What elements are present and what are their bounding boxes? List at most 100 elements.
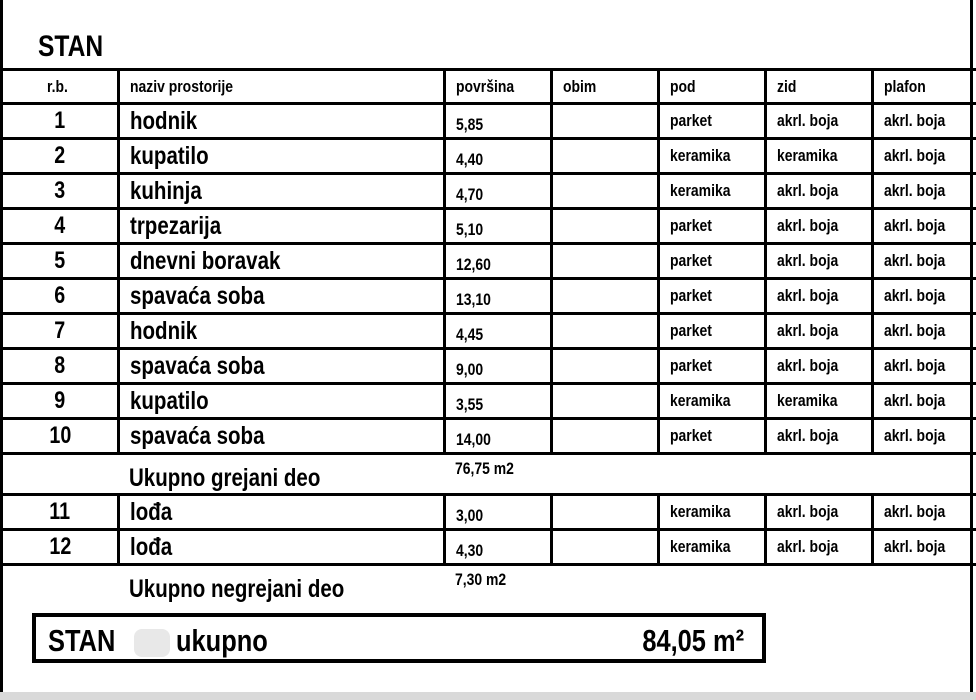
room-floor: parket — [657, 242, 767, 280]
subtotal-row: Ukupno grejani deo 76,75 m2 — [0, 452, 976, 496]
room-ceiling: akrl. boja — [871, 277, 976, 315]
row-number: 3 — [0, 172, 120, 210]
room-floor: keramika — [657, 382, 767, 420]
room-ceiling: akrl. boja — [871, 242, 976, 280]
table-row: 8 spavaća soba 9,00 parket akrl. boja akrl. b… — [0, 347, 976, 385]
table-row: 1 hodnik 5,85 parket akrl. boja akrl. boja — [0, 102, 976, 140]
row-number: 8 — [0, 347, 120, 385]
table-row: 9 kupatilo 3,55 keramika keramika akrl. boja — [0, 382, 976, 420]
redacted-mark — [134, 629, 170, 657]
room-ceiling: akrl. boja — [871, 493, 976, 531]
room-name: trpezarija — [117, 207, 446, 245]
room-wall: keramika — [764, 382, 874, 420]
room-name: lođa — [117, 493, 446, 531]
room-perimeter — [550, 137, 660, 175]
room-ceiling: akrl. boja — [871, 102, 976, 140]
room-name: kupatilo — [117, 382, 446, 420]
room-ceiling: akrl. boja — [871, 207, 976, 245]
table-row: 2 kupatilo 4,40 keramika keramika akrl. boja — [0, 137, 976, 175]
room-wall: akrl. boja — [764, 242, 874, 280]
room-floor: keramika — [657, 172, 767, 210]
subtotal-value: 7,30 m2 — [444, 563, 552, 604]
room-wall: akrl. boja — [764, 172, 874, 210]
room-floor: parket — [657, 347, 767, 385]
room-area: 4,45 — [443, 312, 553, 350]
room-perimeter — [550, 242, 660, 280]
room-floor: parket — [657, 312, 767, 350]
grand-total-suffix: ukupno — [176, 623, 268, 658]
room-ceiling: akrl. boja — [871, 137, 976, 175]
room-area: 3,55 — [443, 382, 553, 420]
table-header-row: r.b. naziv prostorije površina obim pod … — [0, 68, 976, 105]
table-row: 5 dnevni boravak 12,60 parket akrl. boja akrl… — [0, 242, 976, 280]
row-number: 7 — [0, 312, 120, 350]
room-area: 14,00 — [443, 417, 553, 455]
room-floor: keramika — [657, 493, 767, 531]
subtotal-label: Ukupno grejani deo — [118, 452, 445, 496]
grand-total-value: 84,05 m² — [642, 623, 744, 658]
room-wall: akrl. boja — [764, 417, 874, 455]
room-floor: keramika — [657, 528, 767, 566]
header-wall: zid — [764, 68, 874, 105]
row-number: 4 — [0, 207, 120, 245]
room-wall: akrl. boja — [764, 277, 874, 315]
room-name: spavaća soba — [117, 277, 446, 315]
room-name: hodnik — [117, 102, 446, 140]
subtotal-spacer — [872, 563, 976, 604]
room-ceiling: akrl. boja — [871, 382, 976, 420]
header-ceiling: plafon — [871, 68, 976, 105]
room-area: 13,10 — [443, 277, 553, 315]
room-perimeter — [550, 528, 660, 566]
room-wall: akrl. boja — [764, 207, 874, 245]
room-ceiling: akrl. boja — [871, 312, 976, 350]
header-area: površina — [443, 68, 553, 105]
room-perimeter — [550, 382, 660, 420]
row-number: 12 — [0, 528, 120, 566]
room-floor: parket — [657, 102, 767, 140]
room-ceiling: akrl. boja — [871, 417, 976, 455]
room-area: 4,40 — [443, 137, 553, 175]
room-name: kuhinja — [117, 172, 446, 210]
room-name: hodnik — [117, 312, 446, 350]
grand-total-label: STAN — [48, 623, 116, 658]
room-wall: akrl. boja — [764, 528, 874, 566]
room-ceiling: akrl. boja — [871, 528, 976, 566]
room-area: 12,60 — [443, 242, 553, 280]
room-name: kupatilo — [117, 137, 446, 175]
room-floor: parket — [657, 417, 767, 455]
rooms-table: r.b. naziv prostorije površina obim pod … — [0, 68, 976, 604]
table-row: 7 hodnik 4,45 parket akrl. boja akrl. boja — [0, 312, 976, 350]
room-area: 4,30 — [443, 528, 553, 566]
room-wall: keramika — [764, 137, 874, 175]
row-number: 9 — [0, 382, 120, 420]
room-perimeter — [550, 312, 660, 350]
room-perimeter — [550, 207, 660, 245]
room-wall: akrl. boja — [764, 102, 874, 140]
subtotal-spacer — [0, 452, 119, 496]
subtotal-spacer — [0, 563, 119, 604]
subtotal-spacer — [658, 563, 766, 604]
table-row: 12 lođa 4,30 keramika akrl. boja akrl. boja — [0, 528, 976, 566]
row-number: 6 — [0, 277, 120, 315]
subtotal-spacer — [765, 452, 873, 496]
row-number: 11 — [0, 493, 120, 531]
table-row: 10 spavaća soba 14,00 parket akrl. boja akrl.… — [0, 417, 976, 455]
room-perimeter — [550, 102, 660, 140]
room-perimeter — [550, 493, 660, 531]
subtotal-label: Ukupno negrejani deo — [118, 563, 445, 604]
room-area: 3,00 — [443, 493, 553, 531]
room-area: 5,85 — [443, 102, 553, 140]
room-name: dnevni boravak — [117, 242, 446, 280]
table-row: 11 lođa 3,00 keramika akrl. boja akrl. boja — [0, 493, 976, 531]
row-number: 5 — [0, 242, 120, 280]
header-floor: pod — [657, 68, 767, 105]
room-area: 9,00 — [443, 347, 553, 385]
room-floor: keramika — [657, 137, 767, 175]
room-name: spavaća soba — [117, 417, 446, 455]
room-floor: parket — [657, 277, 767, 315]
room-perimeter — [550, 277, 660, 315]
subtotal-spacer — [551, 563, 659, 604]
room-wall: akrl. boja — [764, 347, 874, 385]
room-perimeter — [550, 417, 660, 455]
room-ceiling: akrl. boja — [871, 347, 976, 385]
